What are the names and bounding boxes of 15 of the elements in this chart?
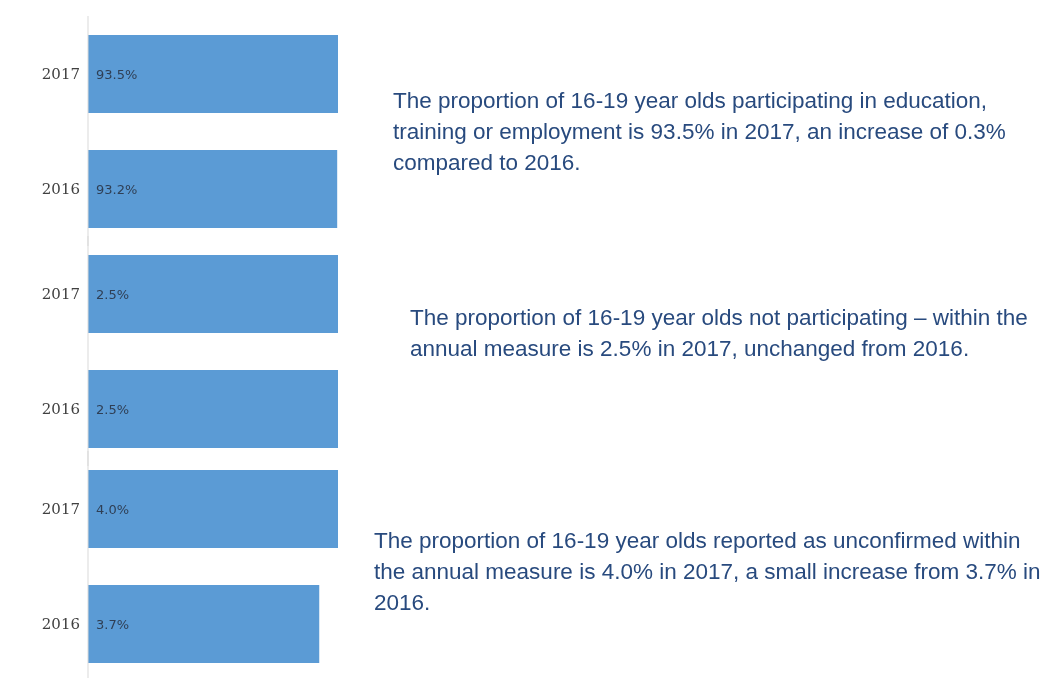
text: The proportion of 16-19 year olds participating in education, training or employment is 93.5% in 2017, an increase of 0.3% compared to 2016. <box>393 87 1007 177</box>
data-label: 3.7% <box>96 616 130 632</box>
data-label: 2.5% <box>96 286 130 302</box>
text: The proportion of 16-19 year olds reported as unconfirmed within the annual measure is 4.0% in 2017, a small increase from 3.7% in 2016. <box>374 527 1042 617</box>
data-label: 93.5% <box>96 66 138 82</box>
y-tick-label: 2016 <box>41 614 80 633</box>
data-label: 93.2% <box>96 181 138 197</box>
text: The proportion of 16-19 year olds not participating – within the annual measure is 2.5% in 2017, unchanged from 2016. <box>410 304 1029 363</box>
y-tick-label: 2017 <box>41 284 80 303</box>
data-label: 2.5% <box>96 401 130 417</box>
y-tick-label: 2016 <box>41 399 80 418</box>
data-label: 4.0% <box>96 501 130 517</box>
y-tick-label: 2017 <box>41 64 80 83</box>
y-tick-label: 2017 <box>41 499 80 518</box>
y-tick-label: 2016 <box>41 179 80 198</box>
